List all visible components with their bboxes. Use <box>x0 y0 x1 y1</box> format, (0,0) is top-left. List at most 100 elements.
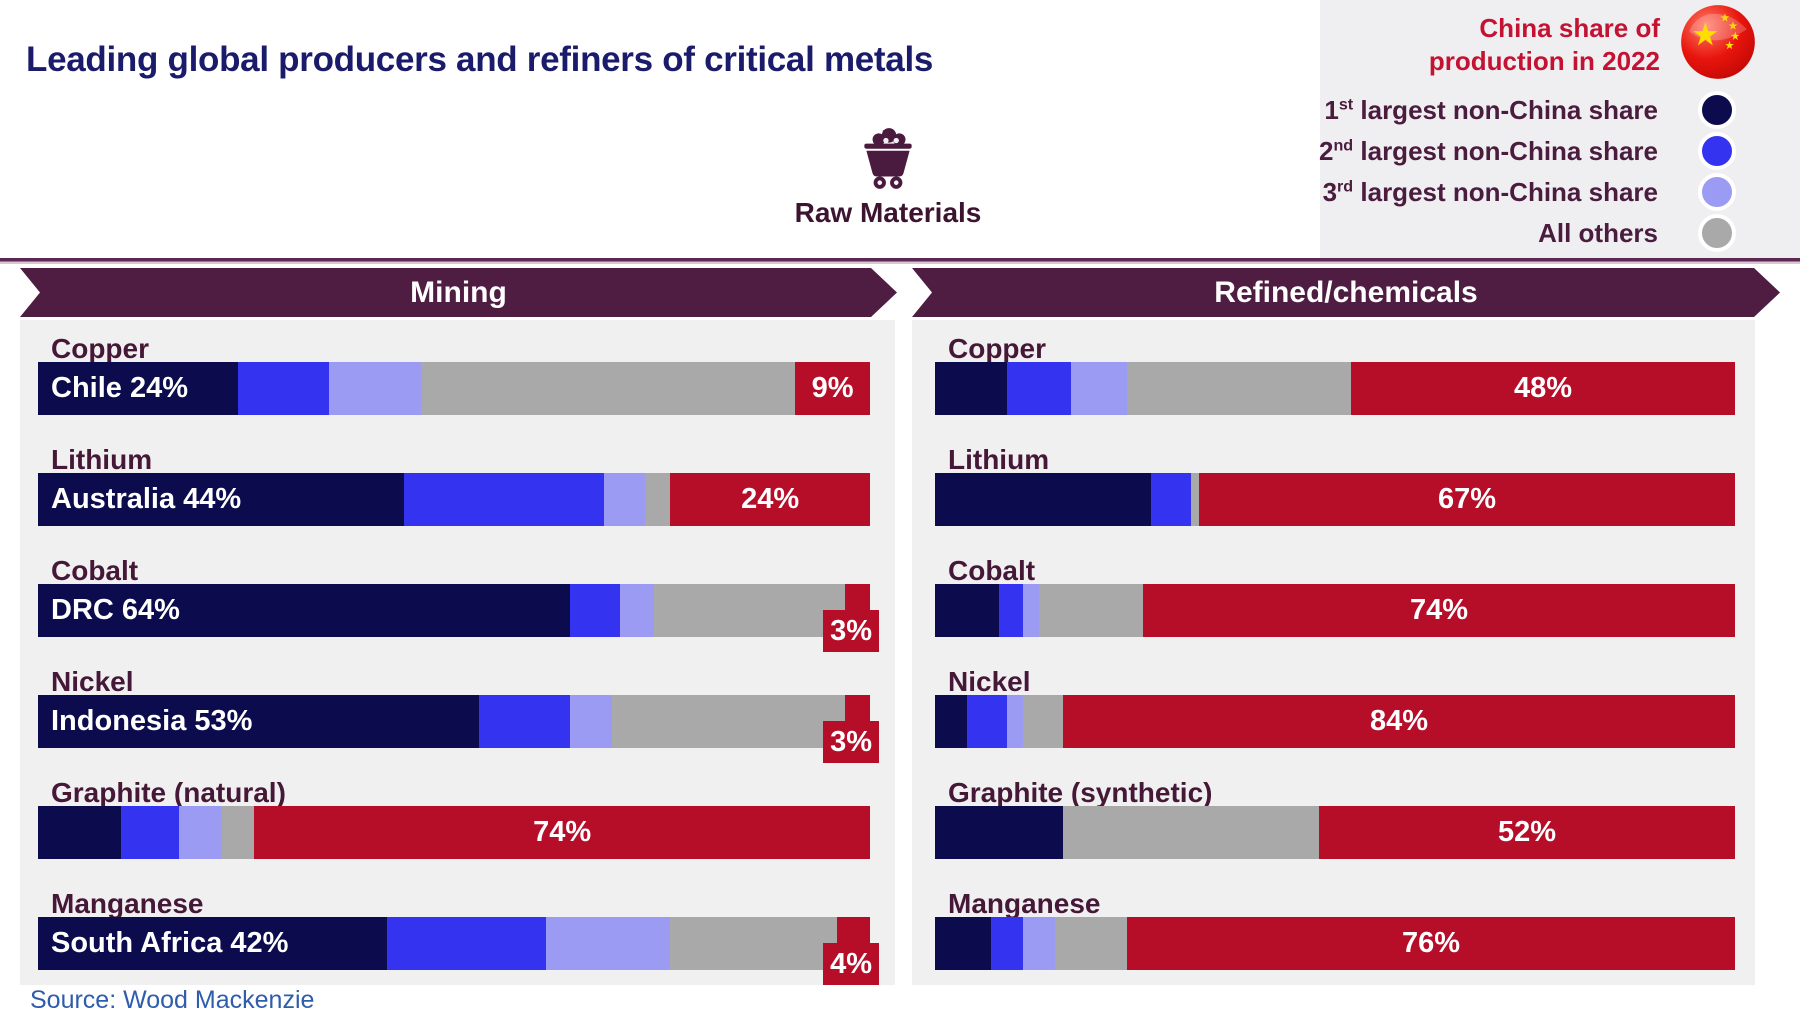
bar-segment-all_others <box>1063 806 1319 859</box>
legend-item: 2nd largest non-China share <box>1319 132 1736 170</box>
bar-segment-second_non_china <box>387 917 546 970</box>
raw-materials: Raw Materials <box>788 126 988 229</box>
china-flag-icon <box>1681 5 1755 79</box>
mine-cart-icon <box>864 128 912 189</box>
bar-segment-first_non_china <box>38 806 122 859</box>
china-overflow-tag: 3% <box>823 721 879 763</box>
bar-segment-china: 52% <box>1319 806 1735 859</box>
bar-leader-label: South Africa 42% <box>51 927 289 959</box>
legend-title-line2: production in 2022 <box>1428 46 1660 76</box>
bar-segment-third_non_china <box>603 473 646 526</box>
legend-title: China share of production in 2022 <box>1429 12 1660 78</box>
bar-segment-first_non_china <box>935 584 999 637</box>
bar-segment-all_others <box>653 584 845 637</box>
legend-item-label: 3rd largest non-China share <box>1322 176 1658 207</box>
metal-label: Copper <box>948 333 1046 364</box>
stacked-bar: South Africa 42% 4% <box>38 917 879 985</box>
stacked-bar: 48% <box>935 362 1735 415</box>
bar-segment-china: 24% <box>670 473 870 526</box>
bar-segment-all_others <box>1191 473 1199 526</box>
bar-segment-china: 48% <box>1351 362 1735 415</box>
bar-china-label: 74% <box>533 816 592 848</box>
bar-segment-all_others <box>645 473 671 526</box>
mining-panel: Copper Chile 24% 9% Lithium Australia 44% 24%… <box>20 320 895 985</box>
metal-label: Manganese <box>51 888 204 919</box>
bar-segment-first_non_china: Indonesia 53% <box>38 695 479 748</box>
refined-panel: Copper 48% Lithium 67% Cobalt 74% Nickel 84% Gra… <box>912 320 1755 985</box>
bar-china-label: 9% <box>811 372 854 404</box>
metal-label: Graphite (synthetic) <box>948 777 1213 808</box>
divider-line <box>0 258 1800 264</box>
bar-segment-all_others <box>670 917 837 970</box>
metal-label: Nickel <box>51 666 134 697</box>
bar-segment-china: 76% <box>1127 917 1735 970</box>
legend-item: 3rd largest non-China share <box>1319 173 1736 211</box>
bar-segment-first_non_china: South Africa 42% <box>38 917 388 970</box>
bar-segment-all_others <box>1127 362 1351 415</box>
bar-segment-first_non_china <box>935 806 1063 859</box>
legend-item: 1st largest non-China share <box>1319 91 1736 129</box>
bar-china-label: 67% <box>1437 483 1497 515</box>
stacked-bar: 74% <box>935 584 1735 637</box>
bar-segment-second_non_china <box>478 695 571 748</box>
legend-items: 1st largest non-China share 2nd largest n… <box>1319 91 1736 252</box>
legend-item-label: 2nd largest non-China share <box>1319 135 1658 166</box>
bar-segment-first_non_china: DRC 64% <box>38 584 571 637</box>
bar-segment-all_others <box>1055 917 1127 970</box>
bar-segment-all_others <box>1023 695 1063 748</box>
metal-label: Lithium <box>948 444 1050 475</box>
legend-title-line1: China share of <box>1479 13 1660 43</box>
legend-item: All others <box>1319 214 1736 252</box>
bar-china-label: 24% <box>741 483 800 515</box>
refined-banner-label: Refined/chemicals <box>1214 275 1478 309</box>
bar-segment-third_non_china <box>620 584 654 637</box>
page-title: Leading global producers and refiners of… <box>26 40 934 79</box>
bar-segment-all_others <box>221 806 255 859</box>
metal-label: Copper <box>51 333 149 364</box>
stacked-bar: Australia 44% 24% <box>38 473 870 526</box>
metal-label: Graphite (natural) <box>51 777 286 808</box>
bar-segment-second_non_china <box>570 584 621 637</box>
stacked-bar: 84% <box>935 695 1735 748</box>
china-overflow-tag: 3% <box>823 610 879 652</box>
bar-china-label: 52% <box>1497 816 1557 848</box>
bar-leader-label: Australia 44% <box>51 483 242 515</box>
bar-leader-label: Indonesia 53% <box>51 705 253 737</box>
bar-segment-first_non_china <box>935 473 1151 526</box>
bar-segment-second_non_china <box>967 695 1007 748</box>
bar-china-label: 76% <box>1401 927 1461 959</box>
bar-china-label: 74% <box>1409 594 1469 626</box>
bar-segment-china: 9% <box>795 362 870 415</box>
mining-banner-label: Mining <box>410 275 507 309</box>
legend-item-label: All others <box>1538 217 1658 248</box>
legend-swatch-third_non_china <box>1698 173 1736 211</box>
metal-label: Cobalt <box>948 555 1036 586</box>
bar-segment-first_non_china <box>935 362 1007 415</box>
bar-segment-china: 74% <box>254 806 870 859</box>
bar-segment-second_non_china <box>404 473 604 526</box>
bar-china-label: 84% <box>1369 705 1429 737</box>
bar-segment-third_non_china <box>1071 362 1127 415</box>
bar-segment-second_non_china <box>999 584 1023 637</box>
mining-banner: Mining <box>20 268 897 317</box>
bar-segment-second_non_china <box>237 362 330 415</box>
bar-segment-all_others <box>420 362 796 415</box>
bar-segment-china: 74% <box>1143 584 1735 637</box>
metal-label: Manganese <box>948 888 1101 919</box>
bar-leader-label: DRC 64% <box>51 594 180 626</box>
metal-label: Nickel <box>948 666 1031 697</box>
legend-swatch-first_non_china <box>1698 91 1736 129</box>
legend-item-label: 1st largest non-China share <box>1324 94 1658 125</box>
refined-banner: Refined/chemicals <box>912 268 1780 317</box>
bar-segment-china: 84% <box>1063 695 1735 748</box>
bar-segment-second_non_china <box>121 806 180 859</box>
stacked-bar: Chile 24% 9% <box>38 362 870 415</box>
bar-segment-third_non_china <box>1007 695 1023 748</box>
bar-segment-third_non_china <box>545 917 671 970</box>
legend-panel: China share of production in 2022 1st la… <box>1319 0 1800 258</box>
bar-segment-first_non_china: Chile 24% <box>38 362 238 415</box>
bar-segment-all_others <box>612 695 846 748</box>
stacked-bar: 67% <box>935 473 1735 526</box>
bar-segment-third_non_china <box>329 362 421 415</box>
